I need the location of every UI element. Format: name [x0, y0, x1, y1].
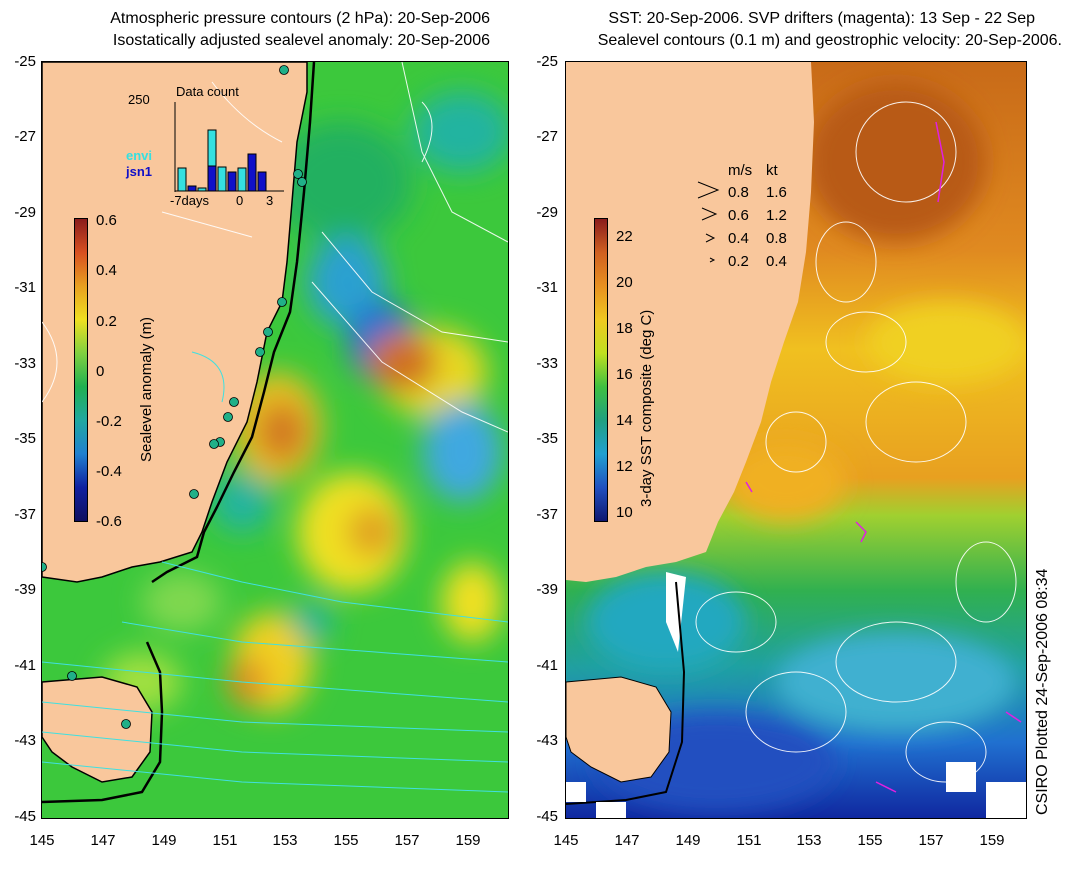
x-tick: 151	[736, 832, 762, 849]
velocity-row-kt: 1.6	[766, 184, 787, 201]
y-tick: -33	[536, 355, 558, 372]
cbar-tick: -0.2	[96, 413, 122, 430]
velocity-row-ms: 0.2	[728, 253, 749, 270]
cbar-tick: 22	[616, 228, 633, 245]
x-tick: 157	[394, 832, 420, 849]
cbar-tick: 14	[616, 412, 633, 429]
sealevel-colorbar	[74, 218, 88, 522]
x-tick: 157	[918, 832, 944, 849]
y-tick: -31	[536, 279, 558, 296]
cbar-tick: 0.2	[96, 313, 117, 330]
x-tick: 147	[614, 832, 640, 849]
cbar-tick: 0.6	[96, 212, 117, 229]
y-tick: -37	[14, 506, 36, 523]
x-tick: 153	[796, 832, 822, 849]
y-tick: -35	[536, 430, 558, 447]
inset-ymax-label: 250	[128, 92, 150, 107]
velocity-row-ms: 0.4	[728, 230, 749, 247]
sst-colorbar	[594, 218, 608, 522]
velocity-legend: m/s kt 0.8 1.6 0.6 1.2 0.4 0.8 0.2 0.4	[696, 162, 826, 274]
sst-colorbar-ticks: 22 20 18 16 14 12 10	[616, 228, 656, 521]
y-tick: -29	[14, 204, 36, 221]
left-y-axis: -25 -27 -29 -31 -33 -35 -37 -39 -41 -43 …	[2, 53, 38, 833]
x-tick: 147	[90, 832, 116, 849]
y-tick: -39	[14, 581, 36, 598]
cbar-tick: 20	[616, 274, 633, 291]
y-tick: -29	[536, 204, 558, 221]
cbar-tick: 12	[616, 458, 633, 475]
x-tick: 145	[553, 832, 579, 849]
right-title-line1: SST: 20-Sep-2006. SVP drifters (magenta)…	[608, 10, 1035, 27]
y-tick: -41	[536, 657, 558, 674]
left-title-line2: Isostatically adjusted sealevel anomaly:…	[112, 32, 490, 49]
right-map-panel: m/s kt 0.8 1.6 0.6 1.2 0.4 0.8 0.2 0.4 2…	[566, 62, 1026, 818]
velocity-arrow-icons	[697, 181, 720, 263]
inset-xtick-end: 3	[266, 193, 274, 208]
cbar-tick: 18	[616, 320, 633, 337]
right-title-line2: Sealevel contours (0.1 m) and geostrophi…	[597, 32, 1062, 49]
x-tick: 159	[455, 832, 481, 849]
right-y-axis: -25 -27 -29 -31 -33 -35 -37 -39 -41 -43 …	[524, 53, 560, 833]
y-tick: -43	[536, 732, 558, 749]
left-map-panel: 250 Data count envi jsn1 -7days 0 3 0.6 …	[42, 62, 508, 818]
y-tick: -33	[14, 355, 36, 372]
y-tick: -27	[536, 128, 558, 145]
inset-xtick-start: -7days	[170, 193, 210, 208]
x-tick: 155	[333, 832, 359, 849]
inset-title: Data count	[176, 84, 239, 99]
y-tick: -35	[14, 430, 36, 447]
sealevel-colorbar-ticks: 0.6 0.4 0.2 0 -0.2 -0.4 -0.6	[96, 212, 146, 532]
cbar-tick: 10	[616, 504, 633, 521]
velocity-row-kt: 1.2	[766, 207, 787, 224]
inset-legend-envi: envi	[126, 148, 153, 163]
x-tick: 149	[675, 832, 701, 849]
left-x-axis: 145 147 149 151 153 155 157 159	[22, 832, 502, 856]
sst-map	[566, 62, 1026, 818]
y-tick: -31	[14, 279, 36, 296]
y-tick: -39	[536, 581, 558, 598]
x-tick: 149	[151, 832, 177, 849]
y-tick: -45	[14, 808, 36, 825]
y-tick: -25	[536, 53, 558, 70]
velocity-legend-header-kt: kt	[766, 162, 778, 179]
sealevel-colorbar-label: Sealevel anomaly (m)	[138, 316, 155, 462]
y-tick: -27	[14, 128, 36, 145]
cbar-tick: -0.6	[96, 513, 122, 530]
y-tick: -37	[536, 506, 558, 523]
velocity-row-ms: 0.8	[728, 184, 749, 201]
inset-legend-jsn1: jsn1	[126, 164, 153, 179]
cbar-tick: 16	[616, 366, 633, 383]
x-tick: 153	[272, 832, 298, 849]
sealevel-anomaly-map	[42, 62, 508, 818]
cbar-tick: -0.4	[96, 463, 122, 480]
right-x-axis: 145 147 149 151 153 155 157 159	[546, 832, 1026, 856]
y-tick: -25	[14, 53, 36, 70]
x-tick: 159	[979, 832, 1005, 849]
inset-xtick-zero: 0	[236, 193, 244, 208]
x-tick: 155	[857, 832, 883, 849]
velocity-legend-header-ms: m/s	[728, 162, 753, 179]
data-count-inset: 250 Data count envi jsn1 -7days 0 3	[122, 82, 322, 208]
inset-bars	[174, 102, 284, 192]
left-title-line1: Atmospheric pressure contours (2 hPa): 2…	[110, 10, 490, 27]
velocity-row-kt: 0.8	[766, 230, 787, 247]
cbar-tick: 0.4	[96, 262, 117, 279]
y-tick: -43	[14, 732, 36, 749]
cbar-tick: 0	[96, 363, 105, 380]
plot-credit: CSIRO Plotted 24-Sep-2006 08:34	[1034, 568, 1051, 815]
sst-colorbar-label: 3-day SST composite (deg C)	[638, 309, 655, 507]
x-tick: 145	[29, 832, 55, 849]
y-tick: -45	[536, 808, 558, 825]
y-tick: -41	[14, 657, 36, 674]
velocity-row-kt: 0.4	[766, 253, 787, 270]
velocity-row-ms: 0.6	[728, 207, 749, 224]
x-tick: 151	[212, 832, 238, 849]
